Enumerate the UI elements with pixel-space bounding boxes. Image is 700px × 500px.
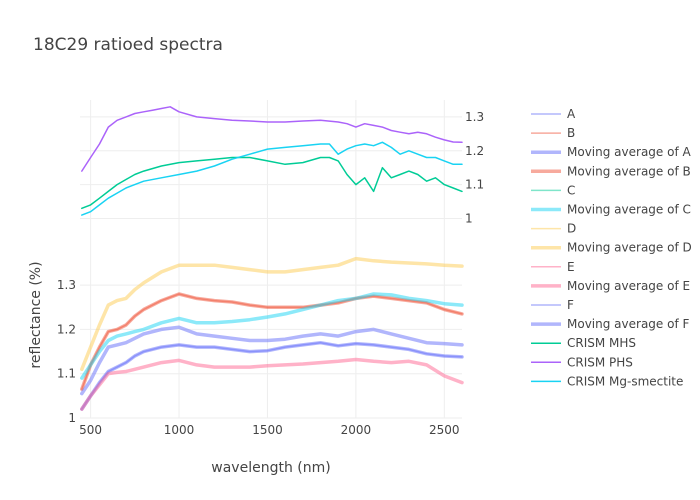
series-line-14 <box>81 141 463 216</box>
y-tick-label-lower: 1.2 <box>57 322 76 336</box>
y-tick-label-upper: 1.1 <box>465 178 484 192</box>
legend-entry-label[interactable]: Moving average of F <box>567 317 689 331</box>
legend: AB Moving average of A Moving average of B… <box>531 107 692 388</box>
chart-title: 18C29 ratioed spectra <box>33 35 223 55</box>
legend-entry-label[interactable]: A <box>567 107 576 121</box>
y-tick-label-lower: 1.1 <box>57 367 76 381</box>
legend-entry-label[interactable]: CRISM PHS <box>567 355 633 369</box>
series-line-7 <box>80 256 464 372</box>
legend-entry-label[interactable]: CRISM MHS <box>567 336 636 350</box>
x-tick-label: 1000 <box>164 423 195 437</box>
legend-entry-label[interactable]: CRISM Mg-smectite <box>567 374 683 388</box>
legend-entry-label[interactable]: Moving average of D <box>567 241 692 255</box>
series-layer <box>80 106 464 411</box>
series-line-5 <box>80 292 464 380</box>
legend-entry-label[interactable]: C <box>567 183 575 197</box>
legend-entry-label[interactable]: Moving average of E <box>567 279 690 293</box>
series-line-2 <box>80 340 464 411</box>
y-tick-label-upper: 1.2 <box>465 144 484 158</box>
series-line-11 <box>80 325 464 396</box>
legend-entry-label[interactable]: Moving average of A <box>567 145 691 159</box>
grid-layer <box>80 100 462 419</box>
y-tick-label-lower: 1 <box>68 411 76 425</box>
y-tick-label-upper: 1.3 <box>465 110 484 124</box>
y-tick-label-upper: 1 <box>465 211 473 225</box>
x-axis-title: wavelength (nm) <box>211 460 330 476</box>
legend-entry-label[interactable]: Moving average of B <box>567 164 691 178</box>
legend-entry-label[interactable]: Moving average of C <box>567 203 691 217</box>
series-line-12 <box>81 156 463 210</box>
legend-entry-label[interactable]: D <box>567 222 576 236</box>
legend-entry-label[interactable]: E <box>567 260 575 274</box>
y-axis-title: reflectance (%) <box>28 261 44 368</box>
x-tick-label: 2000 <box>341 423 372 437</box>
series-line-13 <box>81 106 463 172</box>
x-tick-label: 2500 <box>429 423 460 437</box>
series-line-3 <box>80 292 464 391</box>
legend-entry-label[interactable]: B <box>567 126 575 140</box>
x-tick-label: 500 <box>79 423 102 437</box>
tick-layer: 500 1000 1500 2000 2500 1 1.1 1.2 1.3 1 1.1 1.2 1.3 <box>57 110 484 437</box>
legend-entry-label[interactable]: F <box>567 298 574 312</box>
y-tick-label-lower: 1.3 <box>57 278 76 292</box>
series-line-9 <box>80 357 464 411</box>
x-tick-label: 1500 <box>252 423 283 437</box>
